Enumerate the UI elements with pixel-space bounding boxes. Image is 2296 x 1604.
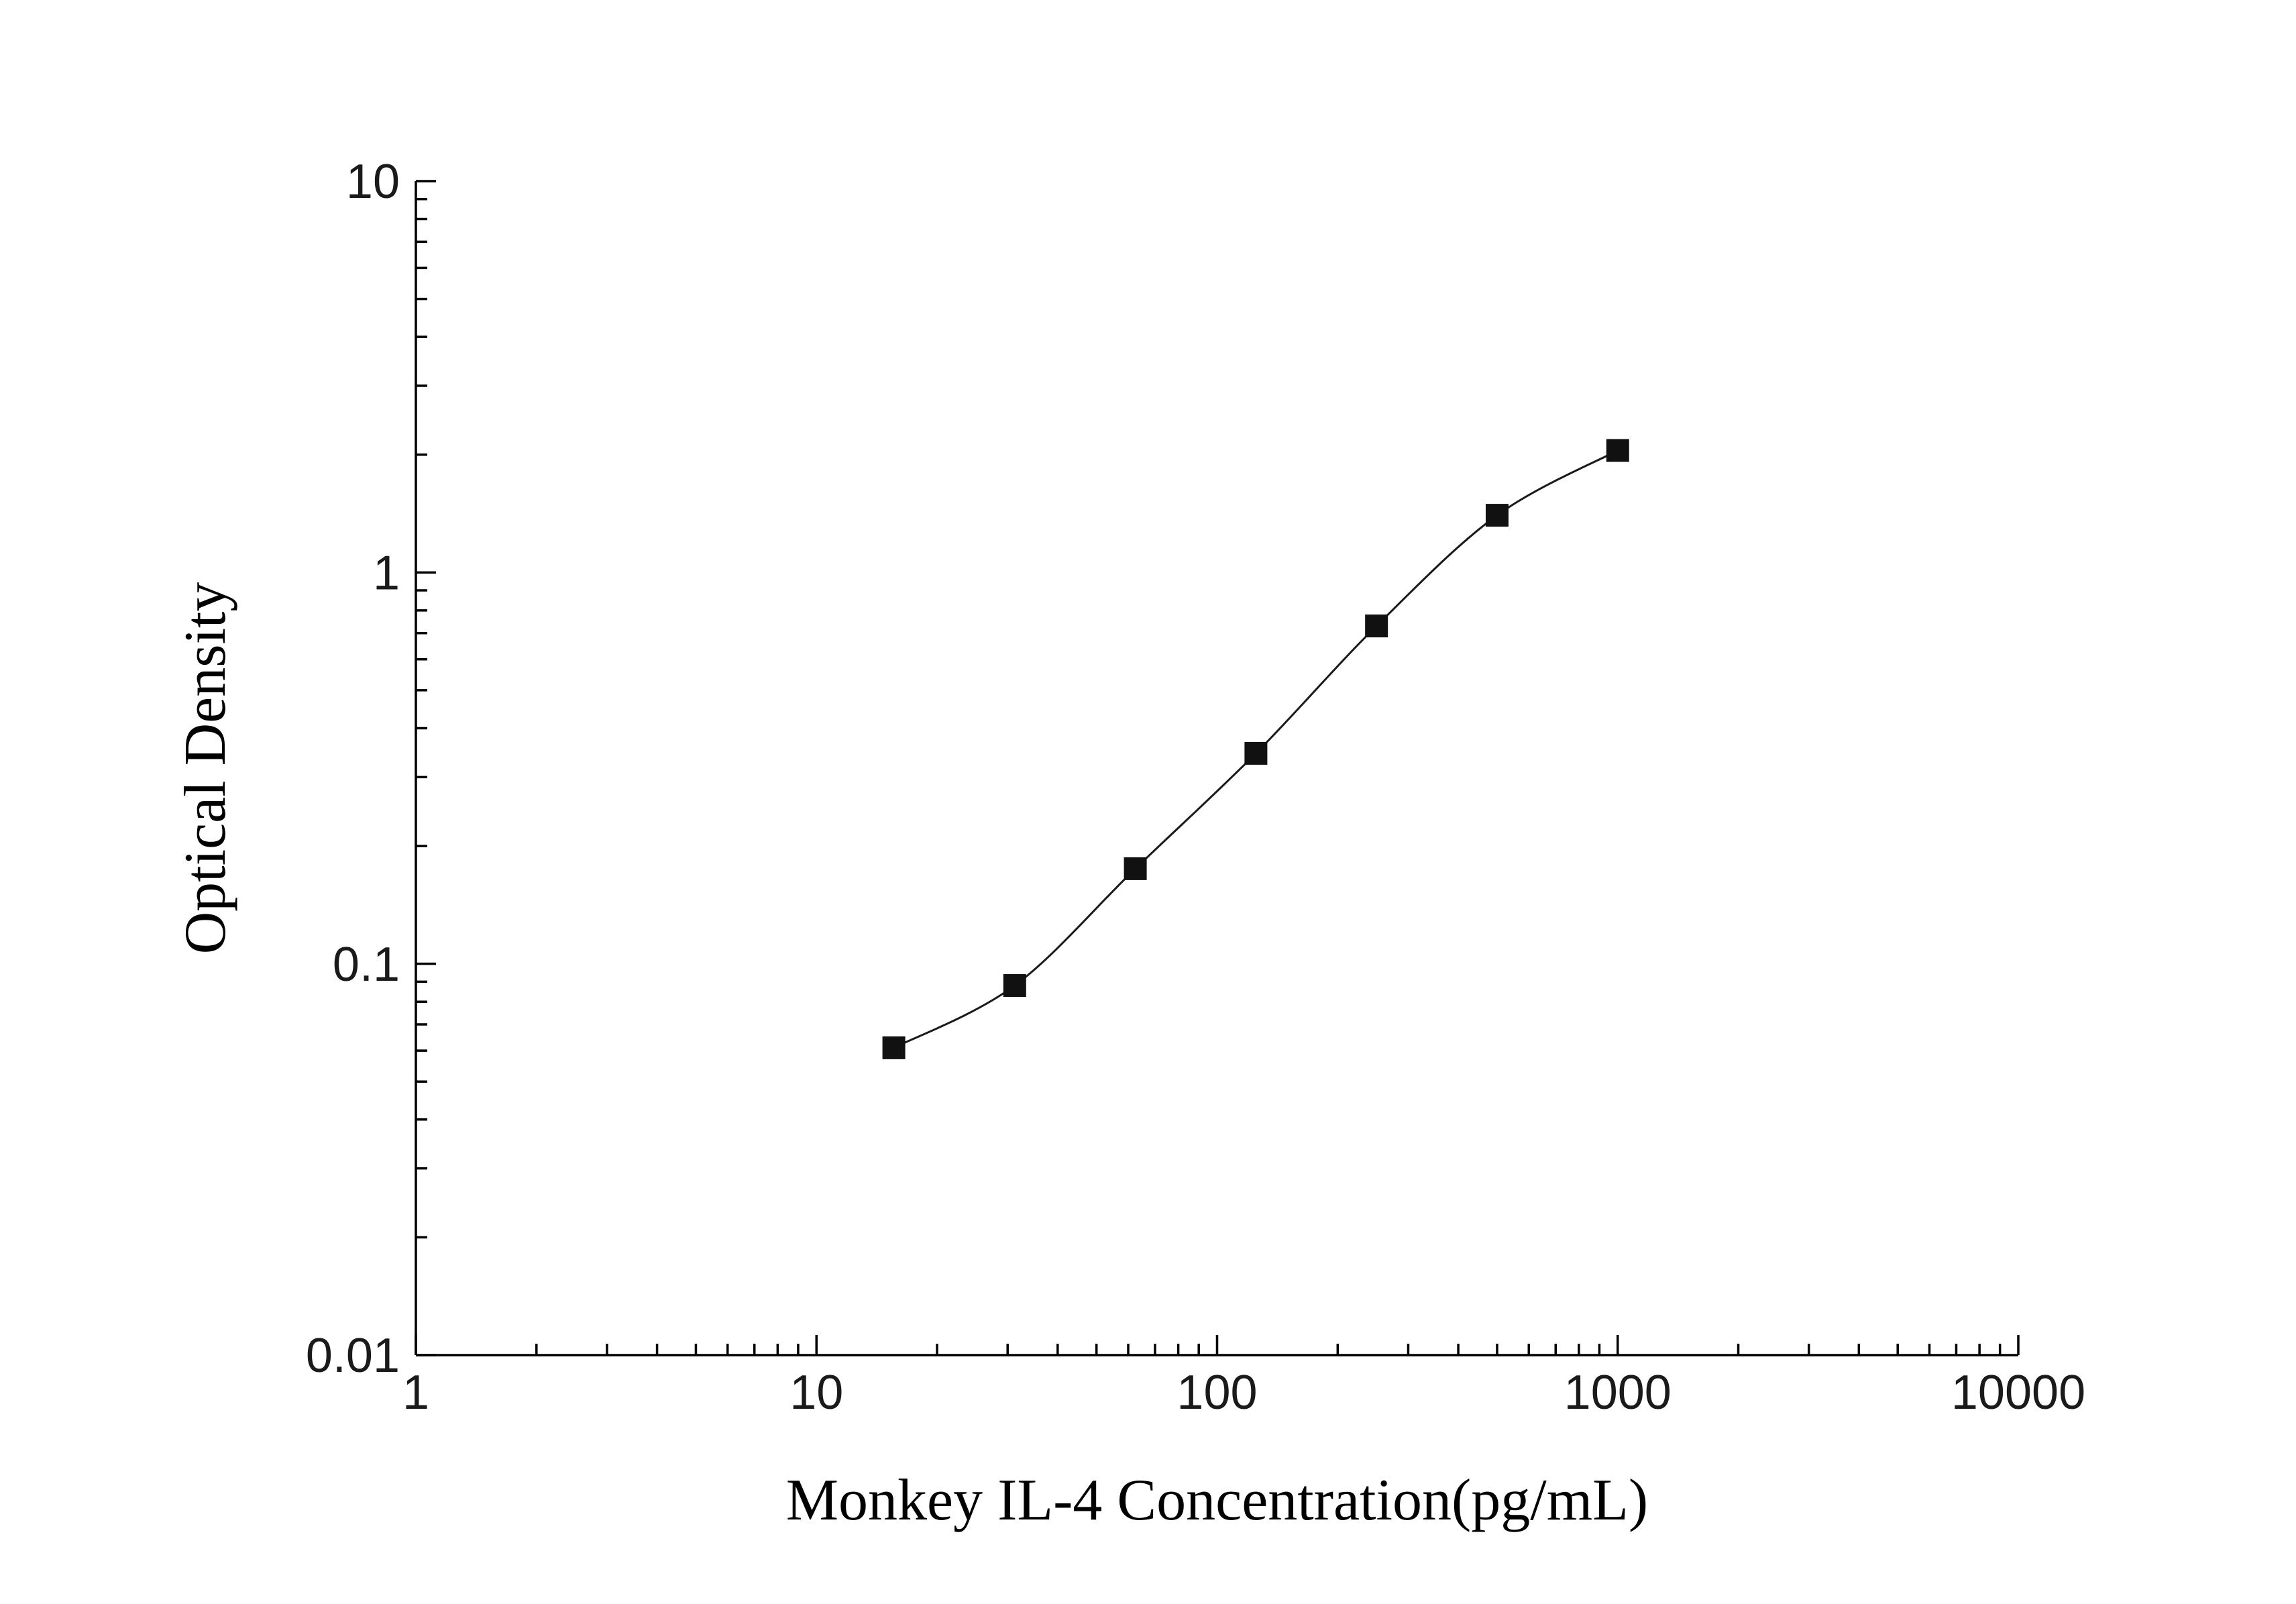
data-point-marker <box>1485 504 1509 527</box>
x-tick-label: 1000 <box>1564 1366 1672 1420</box>
y-axis-title: Optical Density <box>173 582 238 955</box>
x-tick-label: 10 <box>789 1366 843 1420</box>
data-point-marker <box>882 1036 906 1059</box>
x-tick-label: 10000 <box>1951 1366 2085 1420</box>
data-point-marker <box>1244 741 1268 765</box>
data-point-marker <box>1606 439 1629 462</box>
x-axis-title: Monkey IL-4 Concentration(pg/mL) <box>786 1468 1648 1533</box>
y-tick-label: 0.1 <box>333 938 400 992</box>
data-point-marker <box>1365 614 1388 638</box>
data-point-marker <box>1003 974 1026 998</box>
y-tick-label: 10 <box>346 155 400 209</box>
x-tick-label: 1 <box>402 1366 429 1420</box>
y-tick-label: 1 <box>373 547 400 600</box>
data-point-marker <box>1124 857 1147 880</box>
y-tick-label: 0.01 <box>306 1329 400 1383</box>
x-tick-label: 100 <box>1177 1366 1257 1420</box>
